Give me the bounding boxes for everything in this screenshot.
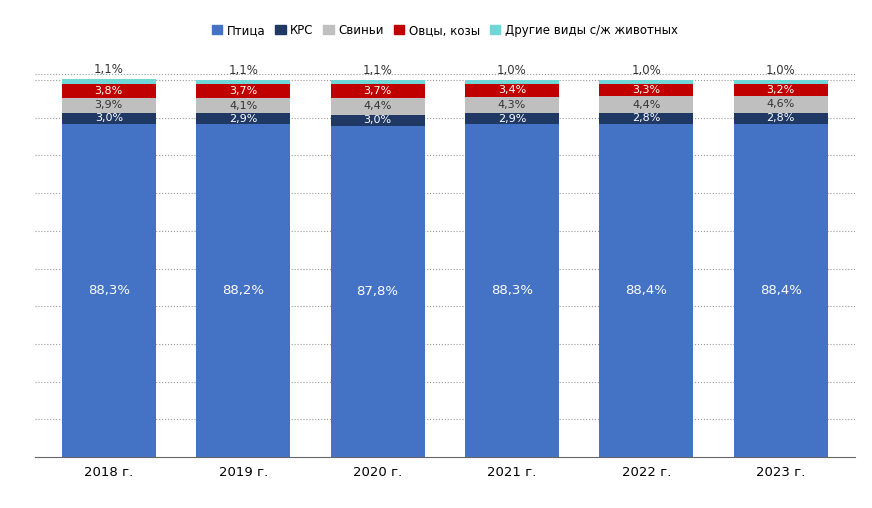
Bar: [330, 84, 425, 98]
Bar: [465, 84, 559, 97]
Text: 3,4%: 3,4%: [498, 85, 526, 96]
Text: 1,1%: 1,1%: [94, 64, 124, 76]
Bar: [62, 79, 156, 84]
Text: 4,3%: 4,3%: [498, 100, 526, 110]
Bar: [599, 123, 693, 457]
Bar: [465, 124, 559, 457]
Bar: [733, 84, 828, 96]
Text: 3,9%: 3,9%: [95, 100, 123, 110]
Bar: [733, 96, 828, 113]
Text: 1,0%: 1,0%: [631, 64, 661, 77]
Text: 1,1%: 1,1%: [228, 64, 258, 77]
Text: 3,0%: 3,0%: [95, 113, 123, 123]
Text: 88,3%: 88,3%: [491, 284, 533, 297]
Text: 4,4%: 4,4%: [364, 101, 392, 111]
Bar: [196, 124, 290, 457]
Bar: [599, 84, 693, 97]
Text: 88,3%: 88,3%: [88, 284, 130, 297]
Text: 1,0%: 1,0%: [497, 64, 527, 77]
Text: 3,8%: 3,8%: [95, 86, 123, 96]
Text: 2,9%: 2,9%: [498, 113, 526, 123]
Text: 88,4%: 88,4%: [760, 284, 801, 297]
Bar: [330, 114, 425, 126]
Bar: [62, 98, 156, 113]
Bar: [196, 80, 290, 84]
Text: 2,9%: 2,9%: [229, 114, 257, 124]
Text: 3,0%: 3,0%: [364, 115, 392, 125]
Bar: [733, 123, 828, 457]
Text: 3,7%: 3,7%: [364, 86, 392, 96]
Text: 4,1%: 4,1%: [229, 101, 257, 111]
Text: 3,3%: 3,3%: [632, 85, 660, 95]
Text: 3,7%: 3,7%: [229, 86, 257, 96]
Text: 88,2%: 88,2%: [222, 284, 264, 297]
Bar: [465, 80, 559, 84]
Bar: [330, 98, 425, 114]
Bar: [330, 126, 425, 457]
Bar: [196, 113, 290, 124]
Bar: [62, 113, 156, 124]
Bar: [599, 97, 693, 113]
Bar: [599, 113, 693, 123]
Bar: [465, 113, 559, 124]
Bar: [62, 124, 156, 457]
Text: 1,0%: 1,0%: [766, 64, 795, 77]
Text: 87,8%: 87,8%: [357, 285, 399, 298]
Bar: [62, 84, 156, 98]
Bar: [733, 80, 828, 84]
Legend: Птица, КРС, Свиньи, Овцы, козы, Другие виды с/ж животных: Птица, КРС, Свиньи, Овцы, козы, Другие в…: [207, 19, 683, 42]
Text: 1,1%: 1,1%: [363, 64, 392, 77]
Bar: [196, 84, 290, 98]
Text: 4,4%: 4,4%: [632, 100, 660, 110]
Bar: [733, 113, 828, 123]
Text: 4,6%: 4,6%: [766, 100, 794, 109]
Bar: [330, 80, 425, 84]
Text: 3,2%: 3,2%: [766, 85, 794, 94]
Text: 2,8%: 2,8%: [632, 113, 660, 123]
Text: 88,4%: 88,4%: [625, 284, 667, 297]
Text: 2,8%: 2,8%: [766, 113, 795, 123]
Bar: [465, 97, 559, 113]
Bar: [196, 98, 290, 113]
Bar: [599, 80, 693, 84]
